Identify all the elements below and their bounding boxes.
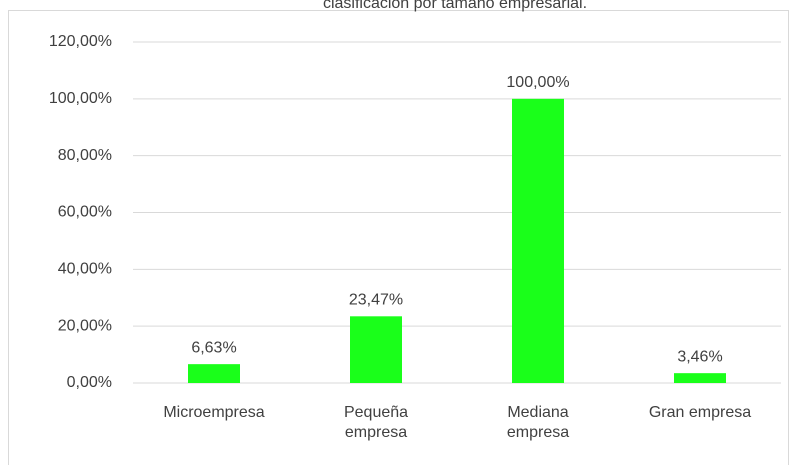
chart-title: clasificación por tamaño empresarial. <box>323 0 587 12</box>
x-tick-label: Mediana empresa <box>506 404 570 441</box>
data-label: 6,63% <box>191 339 236 356</box>
y-tick-label: 120,00% <box>49 33 112 50</box>
bar <box>188 364 240 383</box>
data-label: 100,00% <box>506 74 569 91</box>
data-label: 23,47% <box>349 292 403 309</box>
bar <box>512 98 564 383</box>
bar <box>350 316 402 383</box>
bar <box>674 373 726 383</box>
x-tick-label: Gran empresa <box>648 404 752 421</box>
y-tick-label: 40,00% <box>58 261 112 278</box>
chart-border <box>8 10 789 465</box>
x-tick-label: Pequeña empresa <box>343 404 409 441</box>
y-tick-label: 60,00% <box>58 204 112 221</box>
y-tick-label: 0,00% <box>67 374 112 391</box>
y-tick-label: 100,00% <box>49 90 112 107</box>
x-tick-label: Microempresa <box>163 404 265 421</box>
y-tick-label: 80,00% <box>58 147 112 164</box>
y-tick-label: 20,00% <box>58 317 112 334</box>
data-label: 3,46% <box>677 348 722 365</box>
